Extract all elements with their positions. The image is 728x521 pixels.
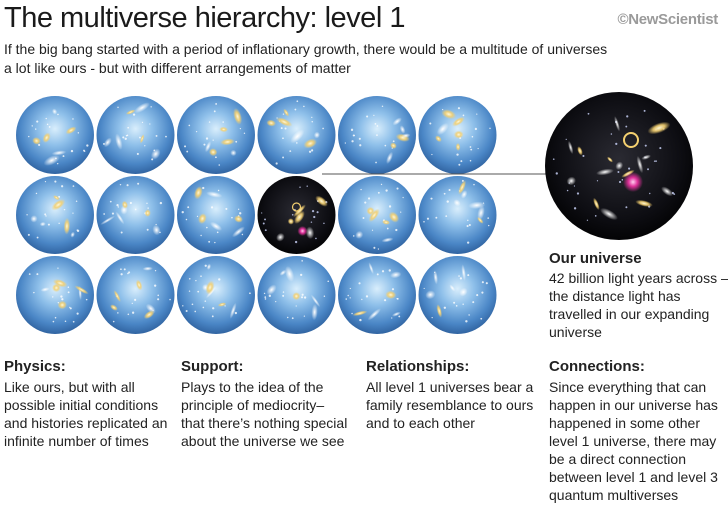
universe-sphere (338, 176, 416, 254)
support-body: Plays to the idea of the principle of me… (181, 379, 348, 449)
universe-sphere (96, 176, 175, 254)
universe-sphere (418, 256, 497, 334)
universe-sphere (96, 96, 175, 174)
universe-sphere (418, 176, 497, 254)
support-heading: Support: (181, 358, 244, 375)
physics-column: Physics: Like ours, but with all possibl… (4, 358, 174, 450)
subtitle: If the big bang started with a period of… (4, 40, 704, 78)
relationships-column: Relationships: All level 1 universes bea… (366, 358, 536, 432)
universe-sphere (418, 96, 497, 174)
universe-sphere (177, 256, 255, 334)
universe-sphere (338, 256, 416, 334)
subtitle-line-1: If the big bang started with a period of… (4, 41, 608, 57)
universe-sphere (16, 256, 94, 334)
connections-column: Connections: Since everything that can h… (549, 358, 719, 504)
physics-body: Like ours, but with all possible initial… (4, 379, 168, 449)
physics-heading: Physics: (4, 358, 66, 375)
connections-body: Since everything that can happen in our … (549, 379, 718, 503)
relationships-heading: Relationships: (366, 358, 470, 375)
our-universe-caption: Our universe 42 billion light years acro… (549, 250, 728, 341)
our-universe-heading: Our universe (549, 250, 642, 267)
brand-logo: ©NewScientist (617, 11, 718, 28)
our-universe-body: 42 billion light years across – the dist… (549, 270, 728, 340)
universe-sphere (96, 256, 175, 334)
universe-sphere (177, 96, 255, 174)
universe-sphere (257, 96, 336, 174)
universe-sphere (16, 176, 94, 254)
universe-sphere (257, 256, 336, 334)
page-title: The multiverse hierarchy: level 1 (4, 2, 405, 34)
connections-heading: Connections: (549, 358, 645, 375)
support-column: Support: Plays to the idea of the princi… (181, 358, 351, 450)
our-universe-small (257, 176, 336, 254)
relationships-body: All level 1 universes bear a family rese… (366, 379, 534, 431)
universe-sphere (177, 176, 255, 254)
universe-sphere (338, 96, 416, 174)
our-universe-sphere (545, 92, 693, 240)
universe-sphere (16, 96, 94, 174)
subtitle-line-2: a lot like ours - but with different arr… (4, 60, 351, 76)
